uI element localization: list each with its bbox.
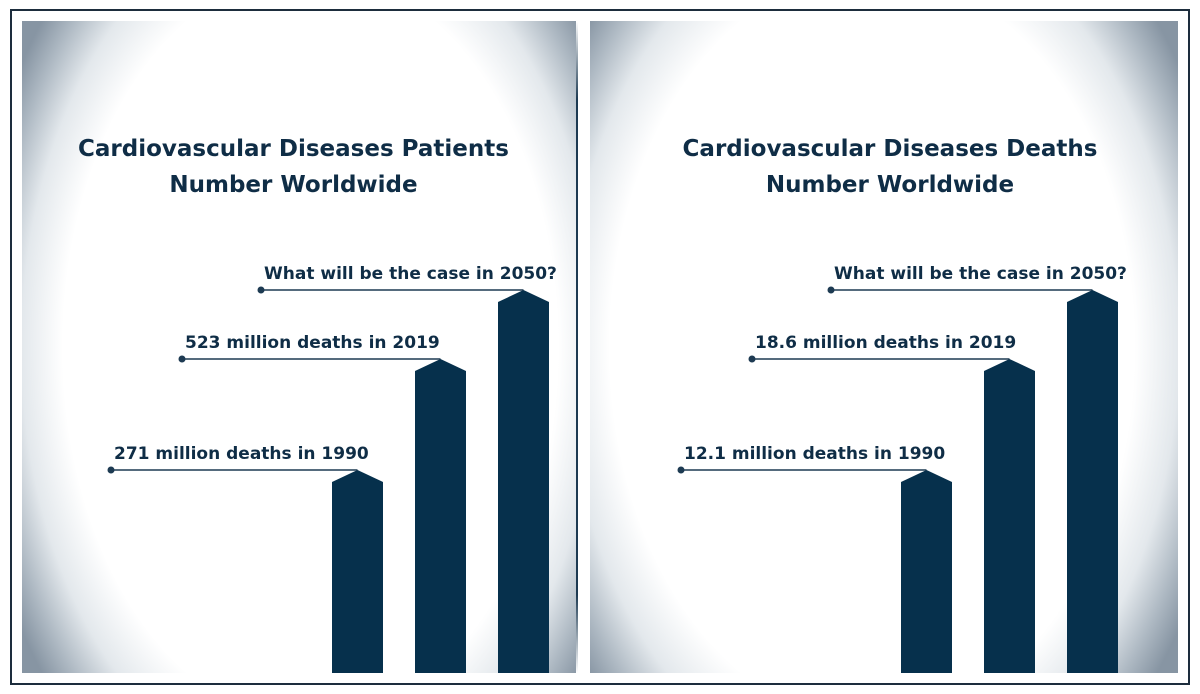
deaths-bar-chart: 12.1 million deaths in 1990 18.6 million …: [677, 264, 1127, 673]
infographic-frame: Cardiovascular Diseases Patients Number …: [10, 9, 1190, 685]
patients-bar-3: [498, 290, 549, 673]
patients-bar-chart: 271 million deaths in 1990 523 million de…: [107, 264, 557, 673]
deaths-bar-2: [984, 359, 1035, 673]
deaths-leader-dot-2: [748, 355, 756, 363]
patients-bar-1: [332, 470, 383, 673]
patients-chart-title-line-1: Cardiovascular Diseases Patients: [78, 136, 509, 162]
deaths-bar-3: [1067, 290, 1118, 673]
deaths-leader-dot-3: [827, 286, 835, 294]
patients-leader-dot-3: [257, 286, 265, 294]
patients-chart-title: Cardiovascular Diseases Patients Number …: [22, 131, 571, 203]
deaths-leader-dot-1: [677, 466, 685, 474]
patients-bar-label-1: 271 million deaths in 1990: [114, 444, 369, 464]
patients-bar-2: [415, 359, 466, 673]
deaths-chart-panel: Cardiovascular Diseases Deaths Number Wo…: [590, 21, 1178, 673]
patients-leader-dot-1: [107, 466, 115, 474]
panel-divider: [576, 21, 578, 673]
deaths-bar-label-2: 18.6 million deaths in 2019: [755, 333, 1016, 353]
deaths-bar-label-1: 12.1 million deaths in 1990: [684, 444, 945, 464]
patients-bar-label-2: 523 million deaths in 2019: [185, 333, 440, 353]
patients-chart-panel: Cardiovascular Diseases Patients Number …: [22, 21, 577, 673]
deaths-bar-label-3: What will be the case in 2050?: [834, 264, 1127, 284]
deaths-chart-title: Cardiovascular Diseases Deaths Number Wo…: [596, 131, 1178, 203]
patients-leader-dot-2: [178, 355, 186, 363]
deaths-chart-title-line-2: Number Worldwide: [765, 172, 1015, 198]
deaths-bar-1: [901, 470, 952, 673]
patients-chart-title-line-2: Number Worldwide: [169, 172, 418, 198]
patients-bar-label-3: What will be the case in 2050?: [264, 264, 557, 284]
deaths-chart-title-line-1: Cardiovascular Diseases Deaths: [682, 136, 1098, 162]
